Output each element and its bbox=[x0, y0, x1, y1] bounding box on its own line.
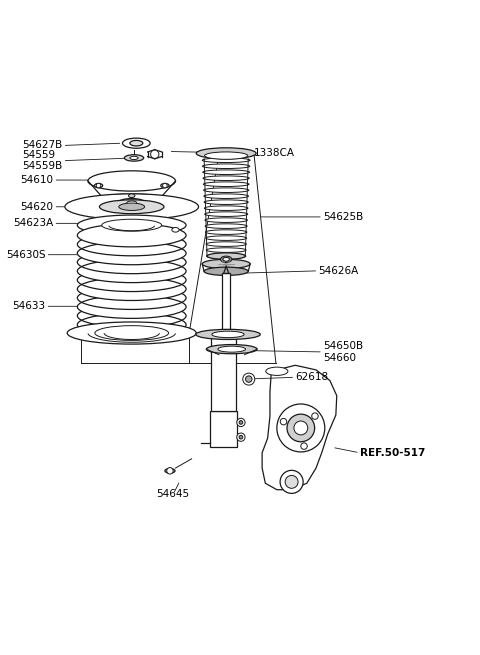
Circle shape bbox=[239, 436, 243, 439]
Circle shape bbox=[285, 476, 298, 489]
Ellipse shape bbox=[206, 242, 246, 246]
Ellipse shape bbox=[218, 346, 246, 352]
Circle shape bbox=[280, 470, 303, 493]
Ellipse shape bbox=[127, 201, 137, 205]
Ellipse shape bbox=[130, 157, 138, 160]
Ellipse shape bbox=[77, 242, 186, 265]
Ellipse shape bbox=[122, 138, 150, 148]
Ellipse shape bbox=[206, 236, 247, 240]
Text: 54633: 54633 bbox=[12, 301, 46, 311]
Ellipse shape bbox=[204, 267, 248, 276]
Circle shape bbox=[301, 443, 307, 449]
Ellipse shape bbox=[203, 176, 249, 181]
Ellipse shape bbox=[204, 188, 249, 193]
Ellipse shape bbox=[206, 248, 246, 252]
Ellipse shape bbox=[206, 253, 246, 258]
Ellipse shape bbox=[196, 148, 256, 159]
Ellipse shape bbox=[220, 256, 232, 263]
Ellipse shape bbox=[203, 164, 250, 168]
Ellipse shape bbox=[204, 152, 248, 159]
Bar bbox=[223, 272, 230, 335]
Text: 54626A: 54626A bbox=[318, 266, 359, 276]
Ellipse shape bbox=[202, 158, 250, 162]
Circle shape bbox=[163, 183, 167, 188]
Ellipse shape bbox=[204, 194, 249, 198]
Ellipse shape bbox=[67, 322, 196, 344]
Circle shape bbox=[280, 419, 287, 425]
Ellipse shape bbox=[118, 198, 145, 208]
Ellipse shape bbox=[84, 194, 180, 212]
Ellipse shape bbox=[77, 215, 186, 235]
Ellipse shape bbox=[205, 230, 247, 234]
Circle shape bbox=[287, 414, 315, 441]
Ellipse shape bbox=[205, 224, 247, 229]
Ellipse shape bbox=[77, 295, 186, 318]
Ellipse shape bbox=[77, 278, 186, 301]
Ellipse shape bbox=[130, 140, 143, 146]
Ellipse shape bbox=[77, 313, 186, 336]
Circle shape bbox=[237, 433, 245, 441]
Ellipse shape bbox=[88, 171, 176, 191]
Bar bbox=[211, 335, 236, 411]
Circle shape bbox=[237, 419, 245, 426]
Ellipse shape bbox=[161, 183, 169, 187]
Circle shape bbox=[277, 404, 325, 452]
Circle shape bbox=[239, 421, 243, 424]
Polygon shape bbox=[262, 365, 337, 490]
Ellipse shape bbox=[65, 194, 199, 219]
Ellipse shape bbox=[266, 367, 288, 375]
Circle shape bbox=[96, 183, 101, 188]
Text: REF.50-517: REF.50-517 bbox=[360, 448, 425, 458]
Ellipse shape bbox=[196, 329, 260, 339]
Ellipse shape bbox=[223, 257, 229, 261]
Text: 54623A: 54623A bbox=[13, 218, 53, 229]
Ellipse shape bbox=[95, 326, 168, 341]
Circle shape bbox=[151, 150, 159, 159]
Ellipse shape bbox=[77, 224, 186, 247]
Circle shape bbox=[312, 413, 318, 419]
Ellipse shape bbox=[207, 253, 245, 259]
Ellipse shape bbox=[204, 182, 249, 187]
Ellipse shape bbox=[205, 218, 248, 223]
Ellipse shape bbox=[95, 183, 103, 187]
Ellipse shape bbox=[204, 206, 248, 210]
Ellipse shape bbox=[129, 194, 135, 198]
Ellipse shape bbox=[204, 212, 248, 216]
Text: 54627B: 54627B bbox=[23, 140, 62, 151]
Bar bbox=[210, 411, 237, 447]
Circle shape bbox=[246, 376, 252, 383]
Text: 54630S: 54630S bbox=[6, 250, 46, 259]
Ellipse shape bbox=[202, 259, 250, 269]
Ellipse shape bbox=[119, 203, 144, 210]
Text: 54620: 54620 bbox=[20, 202, 53, 212]
Text: 54610: 54610 bbox=[20, 175, 53, 185]
Ellipse shape bbox=[204, 200, 248, 204]
Ellipse shape bbox=[124, 155, 144, 161]
Text: 1338CA: 1338CA bbox=[254, 148, 295, 159]
Ellipse shape bbox=[99, 200, 164, 214]
Text: 62618: 62618 bbox=[295, 372, 328, 383]
Ellipse shape bbox=[77, 259, 186, 282]
Circle shape bbox=[294, 421, 308, 435]
Ellipse shape bbox=[206, 345, 257, 354]
Ellipse shape bbox=[212, 331, 244, 337]
Text: 54625B: 54625B bbox=[323, 212, 363, 222]
Ellipse shape bbox=[203, 170, 250, 174]
Text: 54650B
54660: 54650B 54660 bbox=[323, 341, 363, 363]
Text: 54645: 54645 bbox=[156, 489, 190, 499]
Ellipse shape bbox=[165, 468, 175, 473]
Ellipse shape bbox=[172, 227, 179, 232]
Text: 54559
54559B: 54559 54559B bbox=[23, 150, 62, 172]
Ellipse shape bbox=[102, 219, 162, 231]
Circle shape bbox=[167, 468, 173, 474]
Circle shape bbox=[243, 373, 255, 385]
